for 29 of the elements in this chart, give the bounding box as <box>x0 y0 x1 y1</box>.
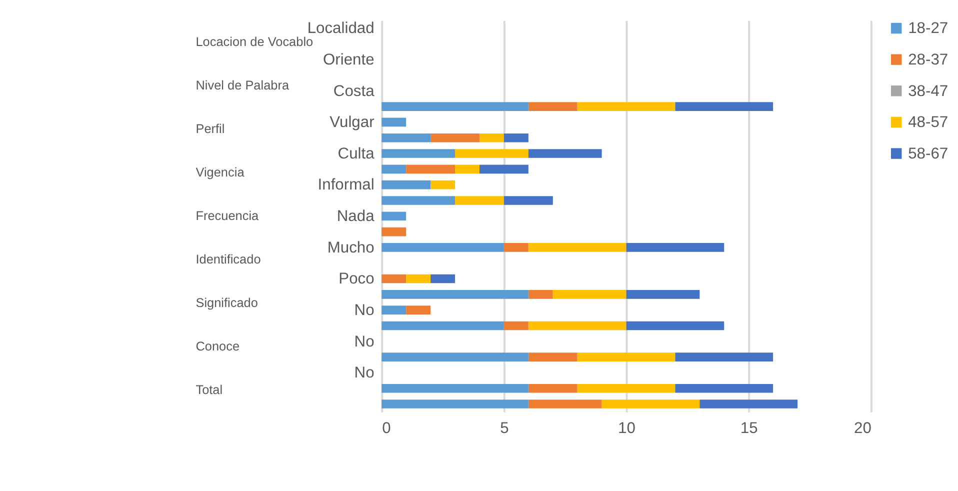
legend-label: 28-37 <box>908 51 948 68</box>
x-tick-label: 15 <box>740 420 758 437</box>
text: Significado <box>196 295 258 310</box>
y-tick-label: Mucho <box>327 239 375 256</box>
text: Vigencia <box>196 164 246 180</box>
legend-label: 38-47 <box>908 82 948 100</box>
y-tick-label: No <box>354 364 375 382</box>
x-tick-label: 5 <box>500 420 510 437</box>
legend-label: 48-57 <box>908 114 948 132</box>
y-tick-label: Culta <box>338 145 375 162</box>
text: Frecuencia <box>196 208 260 224</box>
y-tick-label: Costa <box>333 82 375 100</box>
x-tick-label: 0 <box>382 420 392 437</box>
x-tick-label: 10 <box>618 420 636 437</box>
legend-label: 58-67 <box>908 145 948 162</box>
y-tick-label: No <box>354 302 375 319</box>
y-tick-label: Informal <box>318 176 374 194</box>
y-tick-label: Vulgar <box>330 114 374 132</box>
text: Conoce <box>196 338 240 354</box>
x-tick-label: 20 <box>854 420 872 437</box>
y-tick-label: No <box>354 333 375 350</box>
text: Perfil <box>196 121 225 136</box>
y-tick-label: Oriente <box>323 51 374 68</box>
text: Total <box>196 382 223 398</box>
text: Identificado <box>196 252 261 267</box>
legend-label: 18-27 <box>908 20 948 38</box>
y-tick-label: Nada <box>336 208 375 226</box>
y-tick-label: Poco <box>338 270 375 288</box>
text: Nivel de Palabra <box>196 78 290 93</box>
